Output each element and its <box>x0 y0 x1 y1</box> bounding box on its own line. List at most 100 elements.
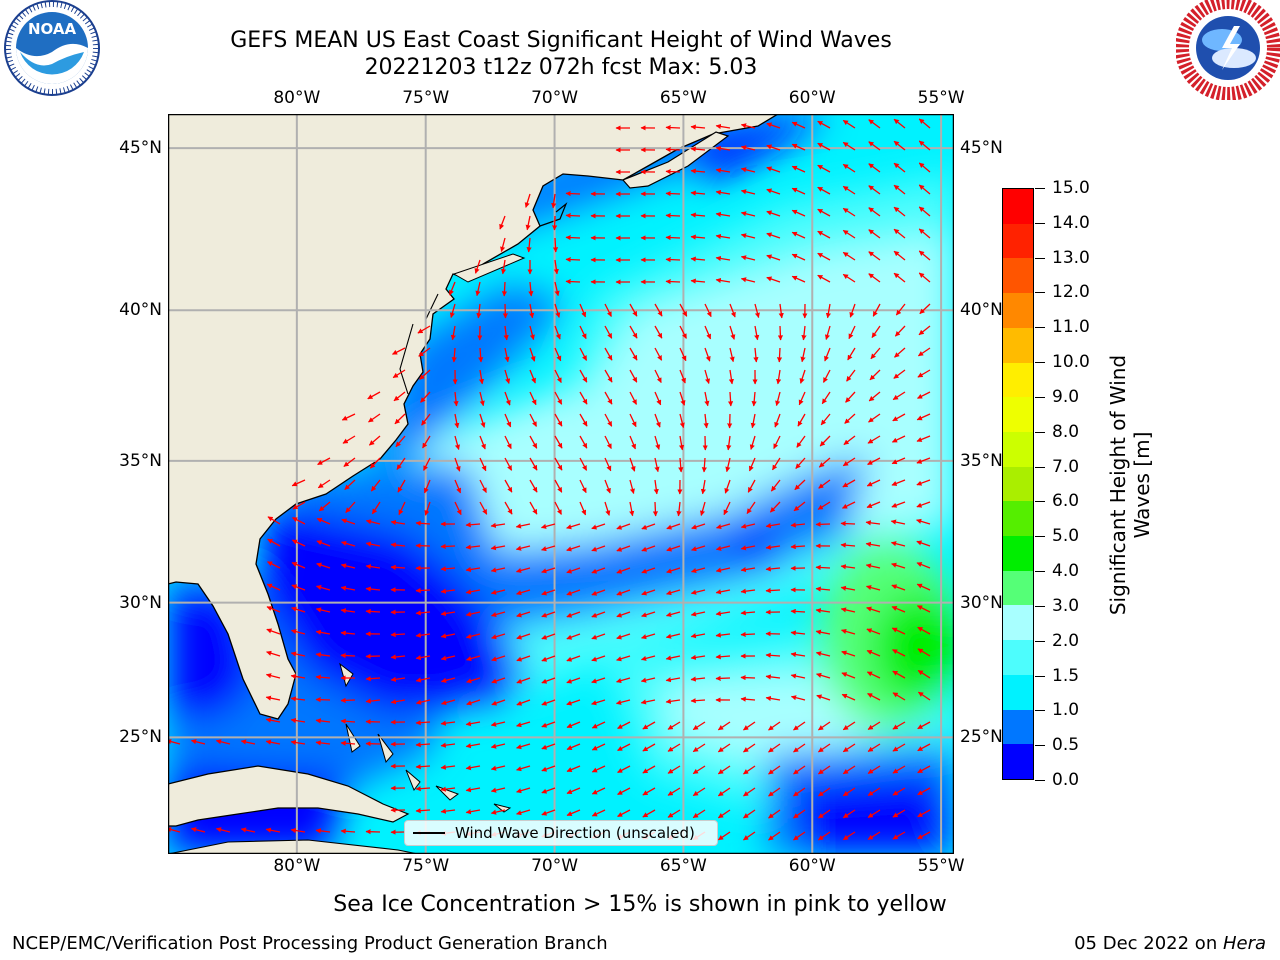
wave-direction-arrow <box>815 608 831 614</box>
wave-direction-arrow <box>390 654 406 660</box>
wave-direction-arrow <box>790 608 806 614</box>
wave-direction-arrow <box>345 501 356 513</box>
wave-direction-arrow <box>541 655 556 662</box>
wave-direction-arrow <box>579 479 587 494</box>
colorbar-tick <box>1035 536 1045 538</box>
wave-direction-arrow <box>665 677 681 683</box>
wave-direction-arrow <box>529 501 538 515</box>
wave-direction-arrow <box>743 743 756 753</box>
wave-direction-arrow <box>515 567 531 573</box>
wave-direction-arrow <box>390 542 406 548</box>
wave-direction-arrow <box>490 567 506 573</box>
svg-text:NOAA: NOAA <box>28 20 77 38</box>
wave-direction-arrow <box>917 691 931 701</box>
wave-direction-arrow <box>579 391 588 405</box>
wave-direction-arrow <box>817 164 831 173</box>
wave-direction-arrow <box>818 831 831 841</box>
wave-direction-arrow <box>340 563 356 569</box>
wave-direction-arrow <box>715 567 731 573</box>
wave-direction-arrow <box>315 674 331 680</box>
wave-direction-arrow <box>842 831 856 841</box>
wave-direction-arrow <box>847 347 856 361</box>
wave-direction-arrow <box>842 207 856 217</box>
wave-direction-arrow <box>667 765 681 774</box>
wave-direction-arrow <box>565 190 581 197</box>
wave-direction-arrow <box>316 585 331 591</box>
wave-direction-arrow <box>917 626 931 635</box>
wave-direction-arrow <box>872 303 881 317</box>
wave-direction-arrow <box>290 827 306 834</box>
wave-direction-arrow <box>890 519 906 525</box>
colorbar-tick-label: 1.0 <box>1052 700 1080 721</box>
wave-direction-arrow <box>666 545 681 552</box>
wave-direction-arrow <box>817 142 831 151</box>
wave-direction-arrow <box>415 632 431 638</box>
wave-direction-arrow <box>290 696 306 702</box>
wave-direction-arrow <box>566 611 581 618</box>
wave-direction-arrow <box>740 277 756 283</box>
wave-direction-arrow <box>817 274 831 283</box>
wave-direction-arrow <box>791 231 806 239</box>
wave-direction-arrow <box>390 519 406 526</box>
wave-direction-arrow <box>794 479 806 491</box>
wave-direction-arrow <box>479 435 486 450</box>
lon-label-top: 75°W <box>402 88 450 108</box>
wave-direction-arrow <box>665 698 681 704</box>
wave-direction-arrow <box>629 325 638 339</box>
wave-direction-arrow <box>266 583 281 591</box>
wave-direction-arrow <box>641 611 656 618</box>
wave-direction-arrow <box>504 479 513 493</box>
wave-direction-arrow <box>690 146 706 152</box>
wave-direction-arrow <box>842 119 856 129</box>
wave-direction-arrow <box>665 279 681 285</box>
colorbar-tick <box>1035 327 1045 329</box>
wave-direction-arrow <box>579 303 587 318</box>
wave-direction-arrow <box>566 765 581 772</box>
wave-direction-arrow <box>440 720 456 726</box>
colorbar-tick <box>1035 501 1045 503</box>
wave-direction-arrow <box>818 809 831 819</box>
wave-direction-arrow <box>917 669 931 679</box>
wave-direction-arrow <box>917 347 931 357</box>
wave-direction-arrow <box>642 809 656 818</box>
wave-direction-arrow <box>917 648 931 657</box>
wave-direction-arrow <box>397 479 406 493</box>
colorbar-tick <box>1035 188 1045 189</box>
wave-direction-arrow <box>790 522 806 528</box>
wave-direction-arrow <box>551 193 557 209</box>
wave-direction-arrow <box>396 457 406 470</box>
wave-direction-arrow <box>916 501 931 508</box>
wave-direction-arrow <box>715 675 731 681</box>
wave-direction-arrow <box>690 212 706 218</box>
colorbar-segment <box>1003 397 1033 432</box>
wave-direction-arrow <box>790 544 806 550</box>
wave-direction-arrow <box>316 540 331 547</box>
wave-direction-arrow <box>516 743 531 750</box>
wave-direction-arrow <box>895 303 906 316</box>
noaa-logo-icon: NOAA <box>4 0 100 96</box>
wave-direction-arrow <box>615 699 631 705</box>
wave-direction-arrow <box>715 277 731 284</box>
wave-direction-arrow <box>617 765 631 774</box>
wave-direction-arrow <box>690 234 706 240</box>
wave-direction-arrow <box>867 809 881 819</box>
wave-direction-arrow <box>616 545 631 552</box>
wave-direction-arrow <box>454 413 460 429</box>
wave-direction-arrow <box>465 522 481 528</box>
wave-direction-arrow <box>766 188 781 195</box>
colorbar-tick-label: 13.0 <box>1052 247 1090 268</box>
wave-direction-arrow <box>500 259 507 275</box>
wave-direction-arrow <box>419 369 431 380</box>
wave-direction-arrow <box>727 391 734 407</box>
wave-direction-arrow <box>766 276 781 283</box>
wave-direction-arrow <box>765 695 781 702</box>
wave-direction-arrow <box>528 281 534 297</box>
wave-direction-arrow <box>365 586 381 592</box>
chart-subtitle: 20221203 t12z 072h fcst Max: 5.03 <box>364 55 758 80</box>
wave-direction-arrow <box>565 256 581 263</box>
wave-direction-arrow <box>692 721 706 731</box>
wave-direction-arrow <box>415 587 431 594</box>
colorbar-segment <box>1003 570 1033 606</box>
wave-direction-arrow <box>842 457 856 467</box>
wave-direction-arrow <box>890 541 906 547</box>
